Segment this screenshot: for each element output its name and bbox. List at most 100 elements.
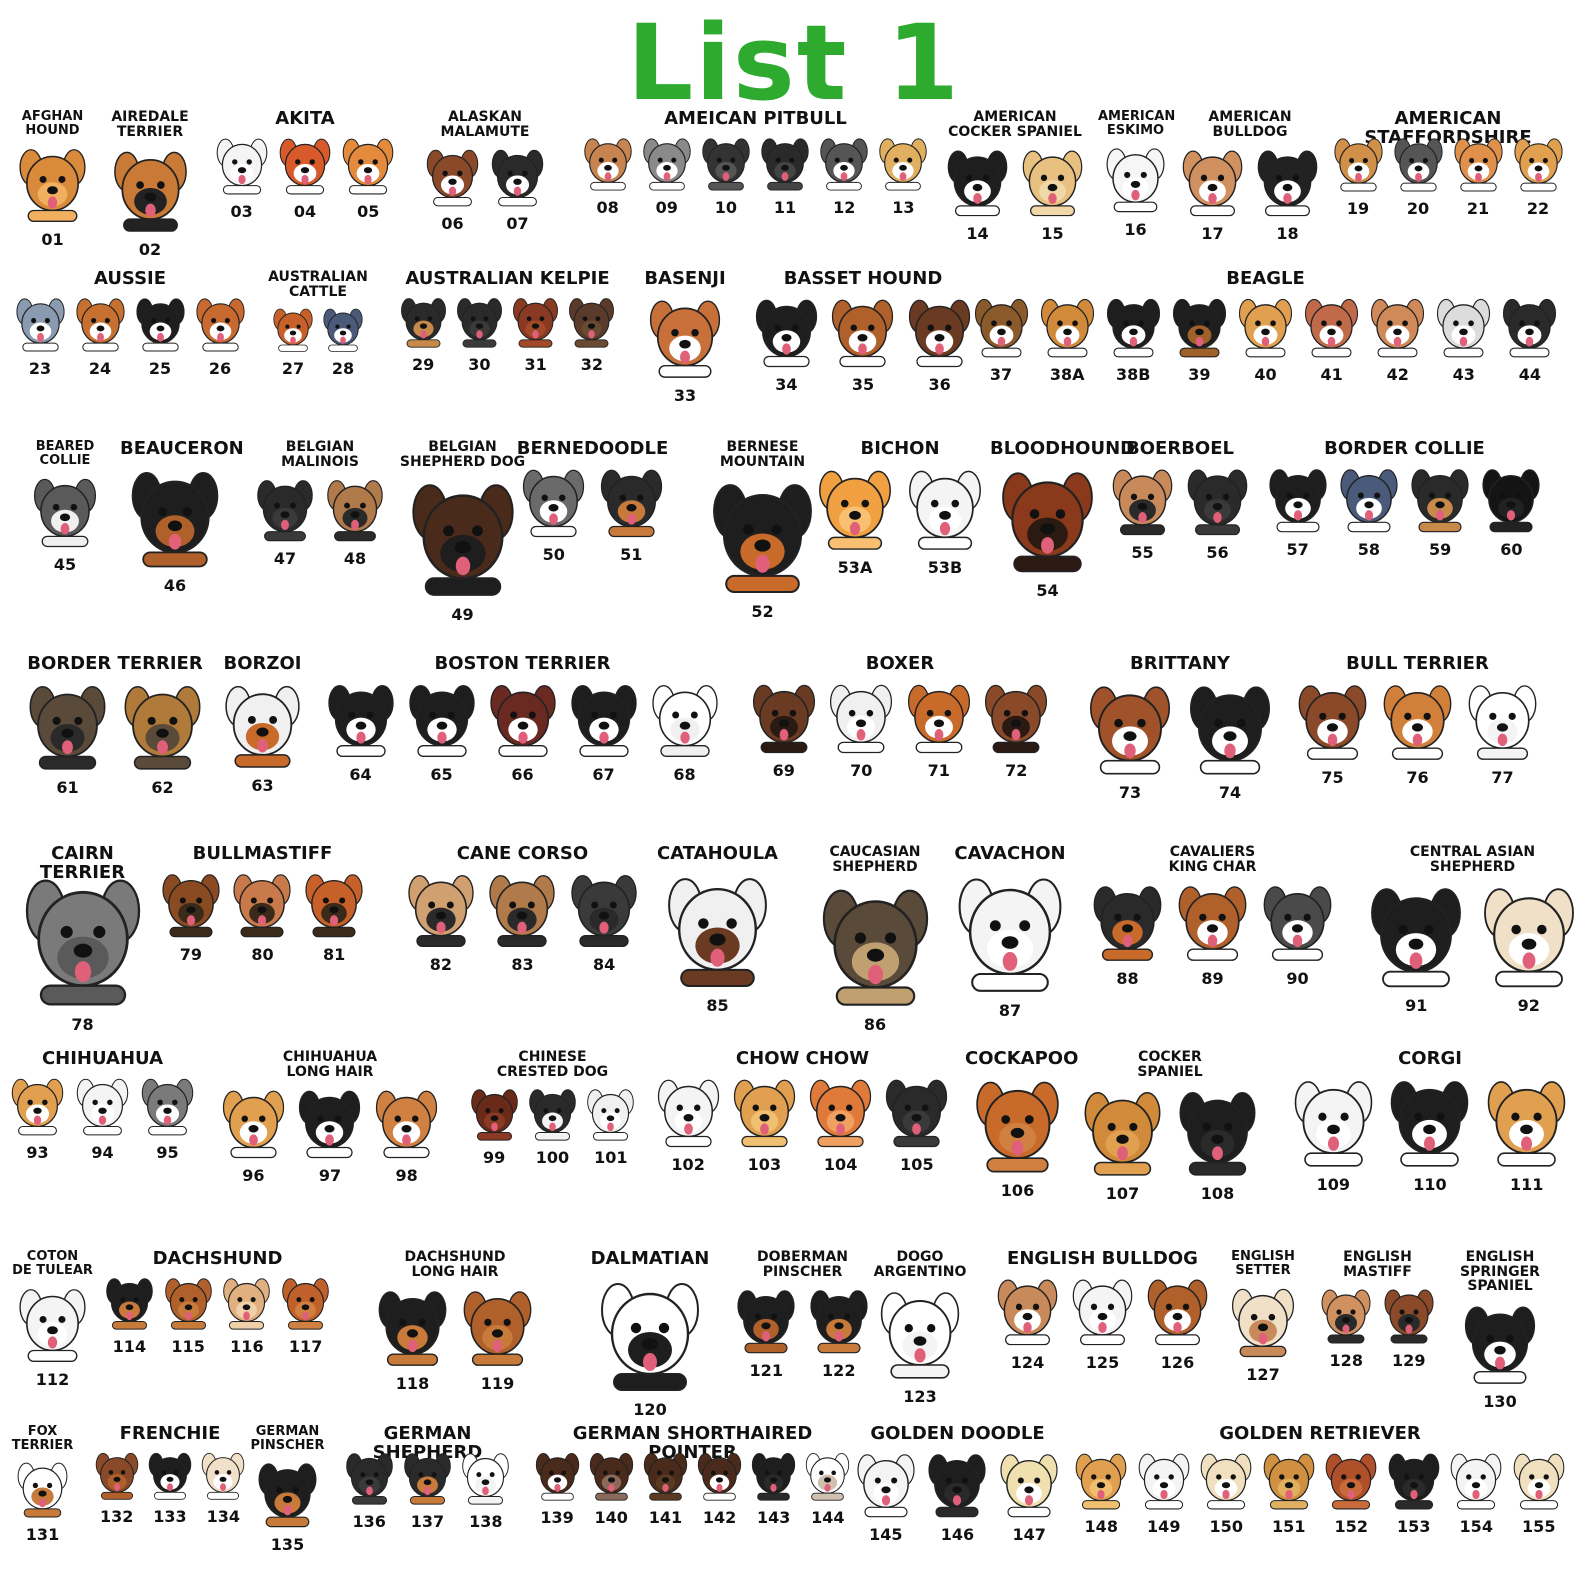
dog-number: 79 xyxy=(179,944,202,964)
dog-item: 25 xyxy=(131,294,190,378)
dog-row: 139 140 141 142 143 144 xyxy=(530,1449,855,1527)
dog-number: 43 xyxy=(1452,364,1475,384)
dog-item: 96 xyxy=(216,1085,291,1185)
breed-label: CHINESE CRESTED DOG xyxy=(496,1049,609,1080)
dog-number: 87 xyxy=(998,1000,1022,1020)
dog-item: 22 xyxy=(1509,134,1568,218)
beagle-illustration xyxy=(1503,298,1557,358)
german-pinscher-illustration xyxy=(258,1462,317,1527)
bullmastiff-illustration xyxy=(162,874,220,938)
dog-number: 82 xyxy=(429,954,452,974)
breed-label: BERNEDOODLE xyxy=(516,438,669,459)
dog-number: 124 xyxy=(1010,1352,1045,1372)
dog-number: 24 xyxy=(88,358,112,378)
ameican-pitbull-illustration xyxy=(761,138,809,191)
american-bulldog-illustration xyxy=(1182,150,1243,216)
alaskan-malamute-illustration xyxy=(491,149,544,207)
dog-item: 78 xyxy=(13,869,153,1034)
bull-terrier-illustration xyxy=(1298,685,1367,760)
boston-terrier-illustration xyxy=(651,684,718,757)
bloodhound-illustration xyxy=(1002,472,1093,573)
dog-number: 06 xyxy=(441,213,464,233)
dog-item: 107 xyxy=(1076,1085,1169,1203)
breed-group-american-bulldog: AMERICAN BULLDOG 17 18 xyxy=(1175,110,1325,260)
dog-number: 39 xyxy=(1188,364,1211,384)
basset-hound-illustration xyxy=(755,299,817,367)
dog-number: 98 xyxy=(395,1165,418,1185)
dog-row: 50 51 xyxy=(515,464,670,564)
border-collie-illustration xyxy=(1340,469,1398,533)
dog-item: 150 xyxy=(1195,1449,1257,1536)
dog-number: 88 xyxy=(1116,968,1139,988)
breed-label: DOBERMAN PINSCHER xyxy=(756,1249,849,1280)
bichon-illustration xyxy=(909,470,981,550)
dog-row: 120 xyxy=(585,1274,715,1419)
dog-item: 132 xyxy=(91,1449,143,1526)
breed-label: CHOW CHOW xyxy=(735,1048,870,1069)
caucasian-shepherd-illustration xyxy=(822,889,928,1006)
dog-item: 99 xyxy=(466,1085,523,1167)
belgian-malinois-illustration xyxy=(327,479,383,542)
dog-number: 52 xyxy=(751,601,774,621)
german-shorthaired-pointer-illustration xyxy=(806,1452,850,1501)
breed-group-basset-hound: BASSET HOUND 34 35 36 xyxy=(748,269,978,420)
dog-number: 47 xyxy=(273,548,297,568)
dog-number: 109 xyxy=(1316,1174,1351,1194)
breed-label: BULLMASTIFF xyxy=(192,843,333,864)
dog-number: 36 xyxy=(928,374,951,394)
breed-group-american-cocker-spaniel: AMERICAN COCKER SPANIEL 14 15 xyxy=(940,110,1090,260)
dog-item: 142 xyxy=(693,1449,746,1527)
breed-group-afghan-hound: AFGHAN HOUND 01 xyxy=(10,110,95,260)
dog-item: 100 xyxy=(524,1085,581,1167)
breed-label: ENGLISH BULLDOG xyxy=(1007,1248,1198,1269)
dog-number: 18 xyxy=(1276,223,1299,243)
dog-item: 68 xyxy=(645,679,725,784)
dog-number: 106 xyxy=(1000,1180,1035,1200)
beagle-illustration xyxy=(1040,298,1094,358)
dog-item: 131 xyxy=(12,1458,73,1544)
dog-number: 25 xyxy=(148,358,172,378)
dog-item: 129 xyxy=(1379,1285,1439,1370)
aussie-illustration xyxy=(135,298,185,352)
cavaliers-king-char-illustration xyxy=(1263,886,1332,961)
dog-item: 66 xyxy=(483,679,563,784)
dog-number: 151 xyxy=(1272,1516,1306,1536)
dog-number: 07 xyxy=(506,213,529,233)
dog-item: 02 xyxy=(106,145,195,259)
dog-item: 112 xyxy=(12,1283,93,1389)
dog-item: 70 xyxy=(823,679,899,780)
breed-group-english-springer-spaniel: ENGLISH SPRINGER SPANIEL 130 xyxy=(1455,1250,1545,1420)
airedale-terrier-illustration xyxy=(113,151,187,232)
golden-doodle-illustration xyxy=(857,1454,915,1518)
german-shorthaired-pointer-illustration xyxy=(697,1452,742,1501)
breed-label: BASENJI xyxy=(644,268,726,289)
dog-row: 16 xyxy=(1098,143,1173,239)
dog-item: 126 xyxy=(1141,1274,1214,1372)
frenchie-illustration xyxy=(95,1452,138,1500)
german-shorthaired-pointer-illustration xyxy=(643,1452,688,1501)
dog-item: 104 xyxy=(803,1074,878,1174)
dog-item: 63 xyxy=(217,679,308,795)
dog-number: 99 xyxy=(483,1147,506,1167)
dog-number: 74 xyxy=(1218,782,1242,802)
american-cocker-spaniel-illustration xyxy=(1022,150,1083,216)
dog-item: 84 xyxy=(564,869,644,974)
golden-retriever-illustration xyxy=(1388,1453,1440,1510)
breed-group-american-eskimo: AMERICAN ESKIMO 16 xyxy=(1098,110,1175,260)
boston-terrier-illustration xyxy=(327,684,394,757)
dog-number: 03 xyxy=(230,201,253,221)
brittany-illustration xyxy=(1189,686,1271,775)
breed-label: AUSSIE xyxy=(93,268,167,289)
dog-number: 115 xyxy=(171,1336,205,1356)
dog-number: 28 xyxy=(331,358,355,378)
american-eskimo-illustration xyxy=(1106,147,1165,212)
dog-row: 34 35 36 xyxy=(748,294,978,394)
breed-label: BOERBOEL xyxy=(1126,438,1234,459)
belgian-shepherd-dog-illustration xyxy=(411,484,514,596)
breed-group-cockapoo: COCKAPOO 106 xyxy=(965,1049,1078,1240)
breed-label: BRITTANY xyxy=(1130,653,1230,674)
dog-row: 85 xyxy=(655,869,780,1015)
dog-item: 05 xyxy=(337,134,399,221)
breed-group-cane-corso: CANE CORSO 82 83 84 xyxy=(400,844,645,1035)
breed-group-german-pinscher: GERMAN PINSCHER 135 xyxy=(250,1425,325,1585)
